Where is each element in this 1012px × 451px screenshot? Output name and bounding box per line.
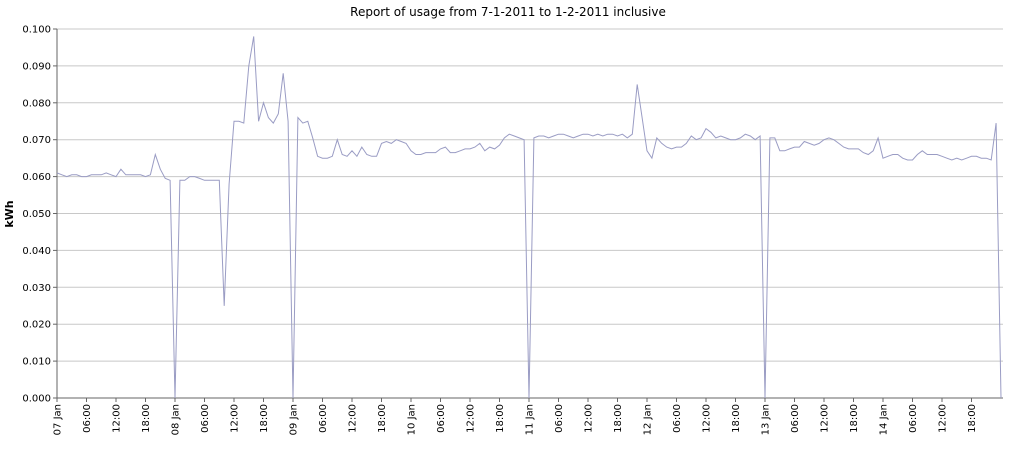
y-tick-label: 0.060 [22,172,51,183]
x-tick-label: 06:00 [318,404,329,433]
y-tick-label: 0.010 [22,357,51,368]
y-tick-label: 0.070 [22,135,51,146]
x-tick-label: 18:00 [495,404,506,433]
x-tick-label: 18:00 [141,404,152,433]
x-tick-label: 12:00 [702,404,713,433]
y-tick-label: 0.030 [22,283,51,294]
x-tick-label: 06:00 [790,404,801,433]
x-tick-label: 12:00 [584,404,595,433]
x-tick-label: 11 Jan [525,404,536,435]
x-tick-label: 08 Jan [171,404,182,435]
x-tick-label: 12:00 [112,404,123,433]
y-tick-label: 0.100 [22,25,51,36]
x-tick-label: 12 Jan [643,404,654,435]
x-tick-label: 18:00 [967,404,978,433]
chart-title: Report of usage from 7-1-2011 to 1-2-201… [350,5,666,19]
y-tick-label: 0.000 [22,394,51,405]
x-tick-label: 18:00 [377,404,388,433]
x-tick-label: 14 Jan [879,404,890,435]
x-tick-label: 18:00 [259,404,270,433]
x-tick-label: 06:00 [82,404,93,433]
x-tick-label: 12:00 [230,404,241,433]
y-axis-label: kWh [3,200,16,227]
x-tick-label: 18:00 [731,404,742,433]
x-tick-label: 06:00 [672,404,683,433]
x-tick-label: 06:00 [200,404,211,433]
y-tick-label: 0.020 [22,320,51,331]
y-tick-label: 0.090 [22,61,51,72]
y-tick-label: 0.040 [22,246,51,257]
x-tick-label: 13 Jan [761,404,772,435]
x-tick-label: 09 Jan [289,404,300,435]
x-tick-label: 06:00 [436,404,447,433]
x-tick-label: 07 Jan [53,404,64,435]
x-tick-label: 06:00 [908,404,919,433]
y-tick-label: 0.050 [22,209,51,220]
x-tick-label: 12:00 [938,404,949,433]
x-tick-label: 18:00 [849,404,860,433]
data-line [56,36,1002,399]
x-tick-label: 10 Jan [407,404,418,435]
x-tick-label: 06:00 [554,404,565,433]
x-tick-label: 12:00 [348,404,359,433]
y-tick-label: 0.080 [22,98,51,109]
x-tick-label: 12:00 [466,404,477,433]
x-tick-label: 12:00 [820,404,831,433]
x-tick-label: 18:00 [613,404,624,433]
